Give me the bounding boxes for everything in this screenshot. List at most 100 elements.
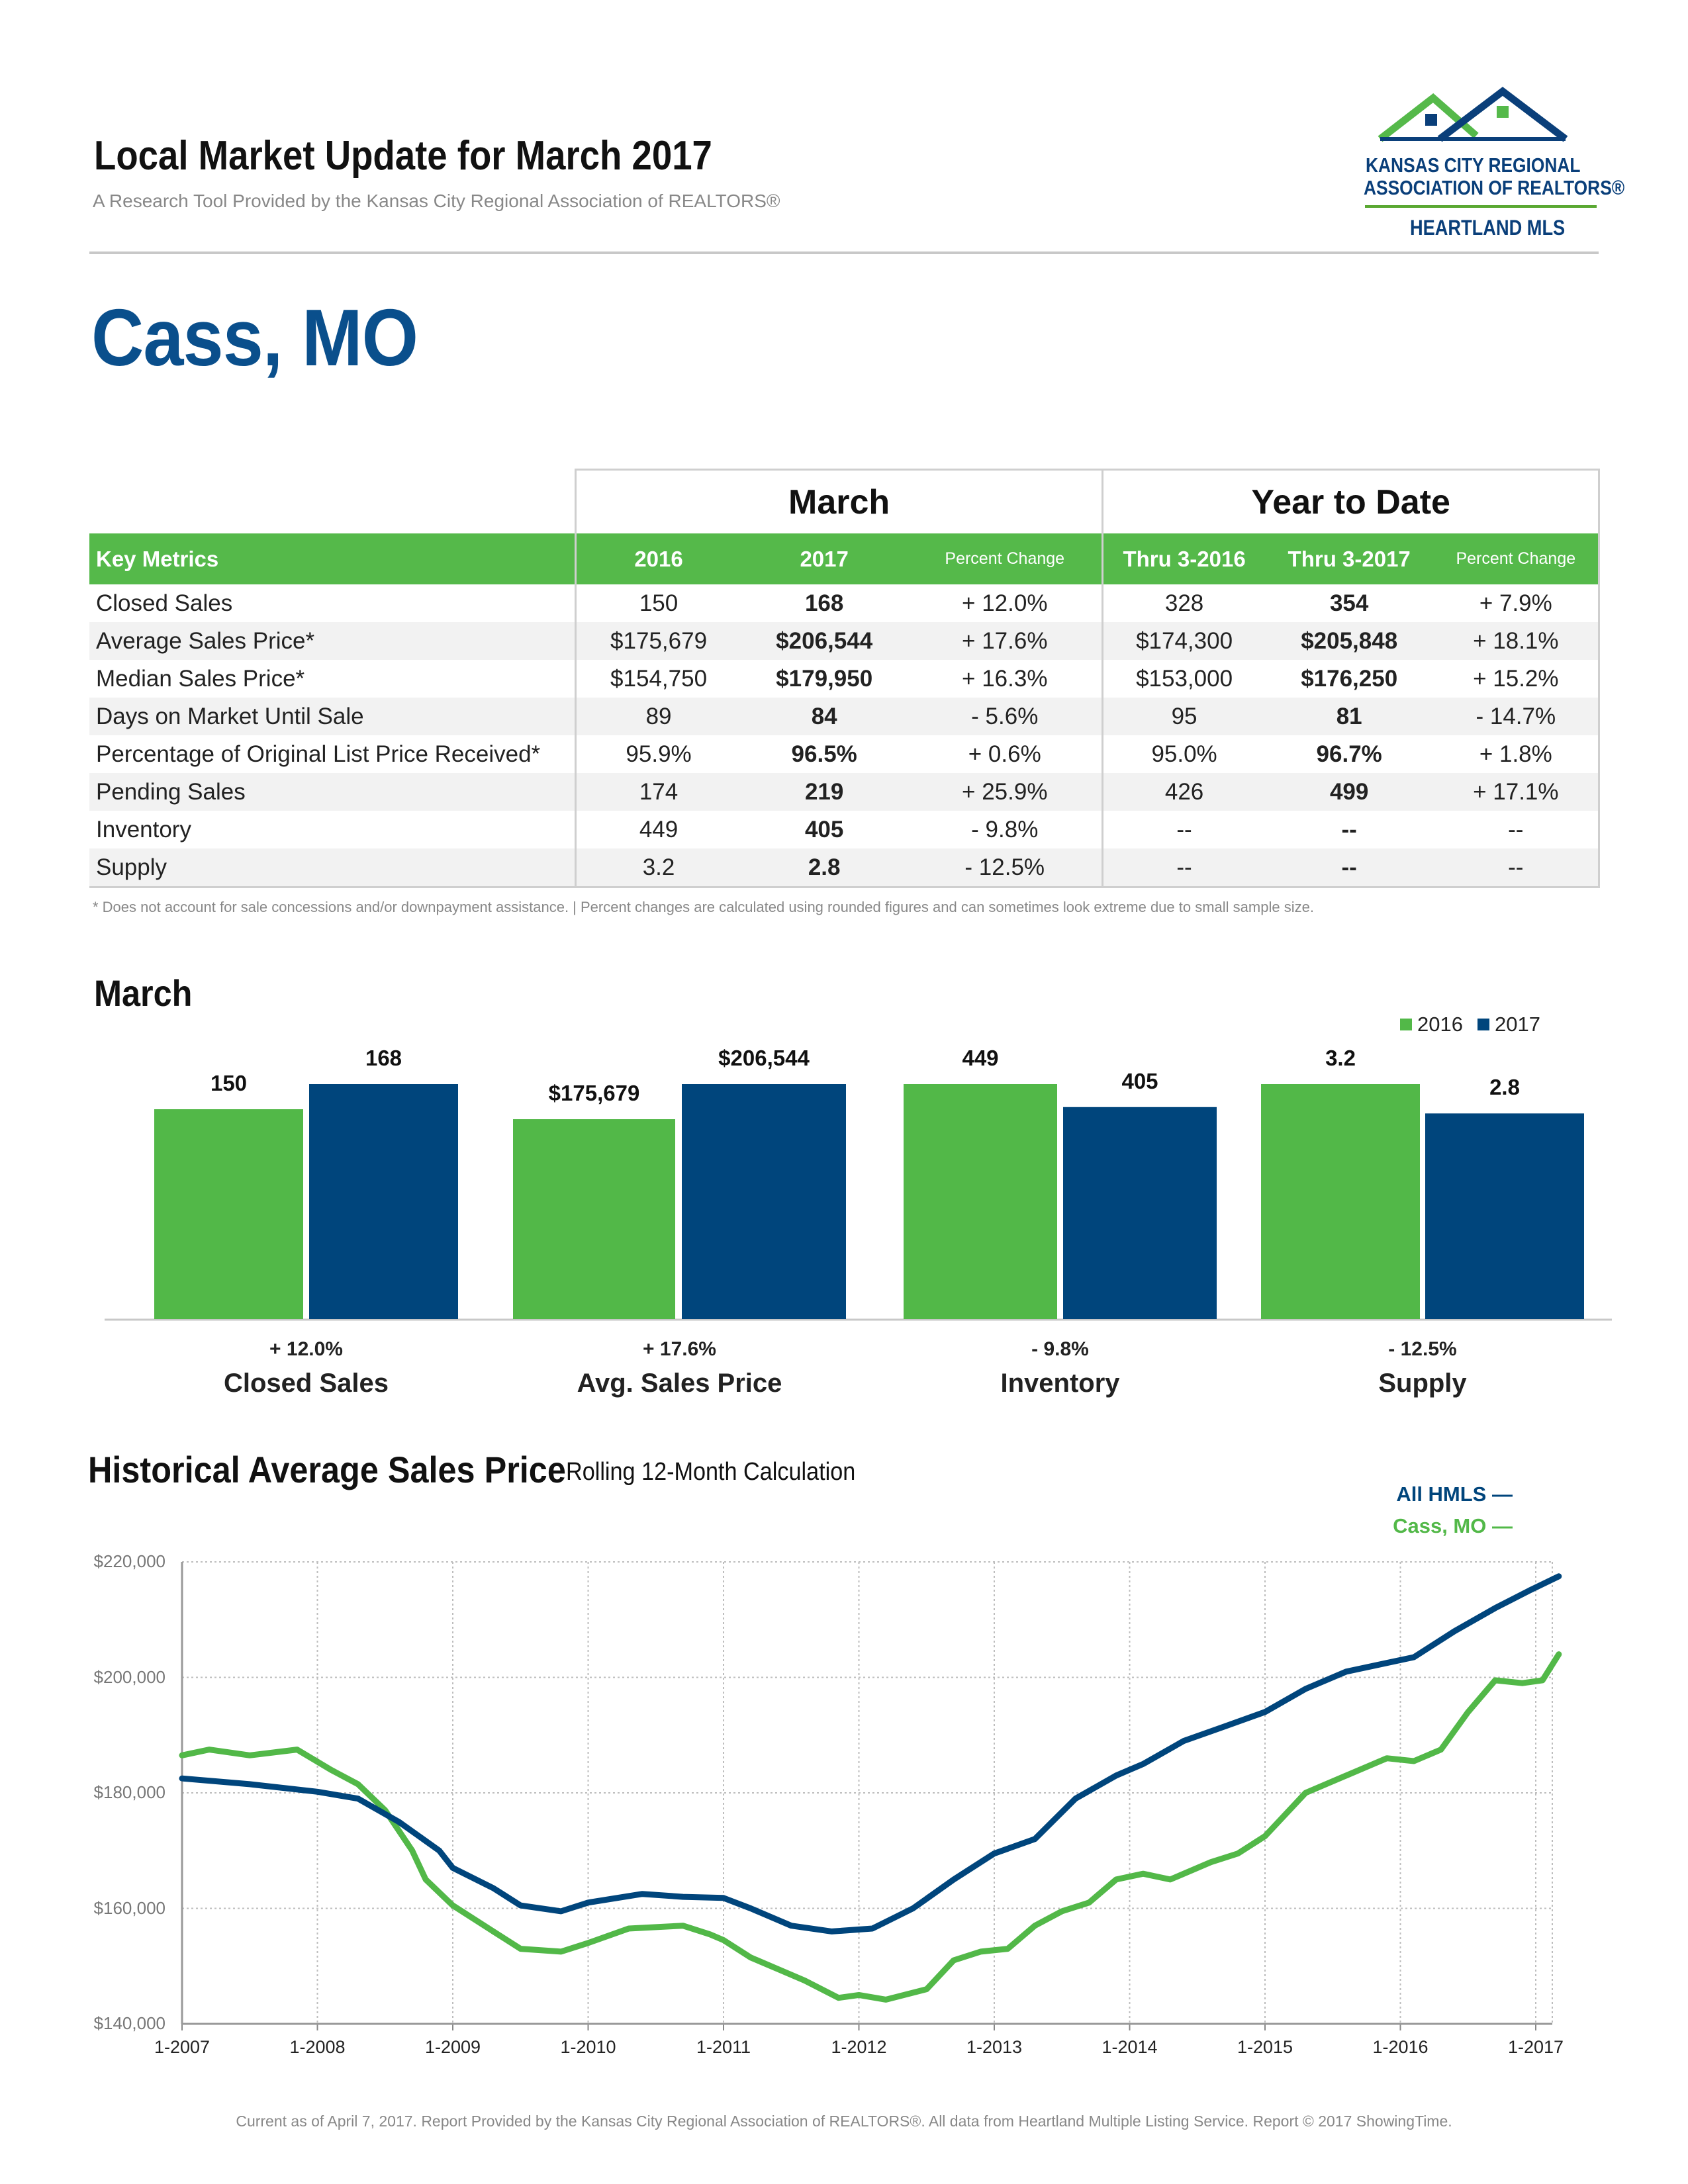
- bar-legend: 2016 2017: [1400, 1013, 1540, 1036]
- metric-value: + 0.6%: [968, 741, 1041, 767]
- x-tick-label: 1-2016: [1372, 2037, 1429, 2057]
- bar-2017-1: [682, 1084, 846, 1319]
- col-header: Percent Change: [1433, 533, 1600, 584]
- logo-line1: KANSAS CITY REGIONAL: [1366, 154, 1581, 177]
- bar-value-label: 405: [1121, 1068, 1158, 1093]
- line-chart-subtitle: Rolling 12-Month Calculation: [566, 1458, 856, 1486]
- metric-value: 499: [1264, 773, 1434, 811]
- metric-value: 95: [1102, 698, 1265, 735]
- metric-value: 3.2: [574, 848, 741, 888]
- metric-name: Median Sales Price*: [96, 665, 305, 692]
- legend-swatch-2016: [1400, 1019, 1412, 1030]
- metric-value: 426: [1102, 773, 1265, 811]
- metric-value: + 12.0%: [962, 590, 1048, 616]
- bar-category-label: Avg. Sales Price: [577, 1369, 782, 1398]
- table-row: Median Sales Price* $154,750 $179,950 + 16.…: [89, 660, 1600, 698]
- metric-value: + 18.1%: [1433, 622, 1600, 660]
- metric-value: $175,679: [574, 622, 741, 660]
- metric-value: --: [1341, 816, 1357, 842]
- x-tick-label: 1-2013: [966, 2037, 1023, 2057]
- legend-label-2016: 2016: [1417, 1013, 1463, 1036]
- bar-value-label: 449: [962, 1046, 999, 1070]
- metric-value: $174,300: [1102, 622, 1265, 660]
- x-tick-label: 1-2015: [1237, 2037, 1293, 2057]
- metric-value: 81: [1264, 698, 1434, 735]
- table-footnote: * Does not account for sale concessions …: [93, 899, 1314, 915]
- series-line-all-hmls: [179, 1573, 1562, 1934]
- bar-value-label: $175,679: [548, 1081, 640, 1106]
- metric-name: Average Sales Price*: [89, 622, 576, 660]
- metric-value: $154,750: [574, 660, 741, 698]
- x-tick-label: 1-2010: [560, 2037, 616, 2057]
- metric-value: 84: [741, 698, 908, 735]
- metric-value: 174: [574, 773, 741, 811]
- legend-swatch-2017: [1477, 1019, 1489, 1030]
- bar-chart-title: March: [94, 972, 193, 1014]
- legend-all-hmls-label: All HMLS: [1396, 1482, 1487, 1506]
- legend-label-2017: 2017: [1494, 1013, 1540, 1036]
- legend-cass: Cass, MO —: [1393, 1514, 1513, 1537]
- col-header: 2016: [574, 533, 741, 584]
- bar-2016-3: [1261, 1084, 1420, 1319]
- group-march: March: [574, 469, 1103, 533]
- y-tick-label: $160,000: [93, 1897, 165, 1918]
- page-footer: Current as of April 7, 2017. Report Prov…: [236, 2113, 1452, 2130]
- metric-value: + 17.1%: [1433, 773, 1600, 811]
- metric-value: --: [1433, 811, 1600, 848]
- y-tick-label: $200,000: [93, 1666, 165, 1687]
- metric-value: + 1.8%: [1433, 735, 1600, 773]
- series-line-cass: [179, 1651, 1562, 2003]
- y-tick-label: $180,000: [93, 1782, 165, 1802]
- line-chart-title: Historical Average Sales Price: [88, 1449, 566, 1490]
- bar-2017-3: [1425, 1113, 1584, 1319]
- col-header: Key Metrics: [89, 533, 576, 584]
- legend-all-hmls: All HMLS —: [1396, 1482, 1513, 1506]
- metric-value: + 7.9%: [1433, 584, 1600, 622]
- x-tick-label: 1-2017: [1507, 2037, 1564, 2057]
- metric-value: - 12.5%: [908, 848, 1103, 888]
- metric-value: --: [1264, 848, 1434, 888]
- x-tick-label: 1-2012: [831, 2037, 887, 2057]
- table-row: Percentage of Original List Price Receiv…: [89, 735, 1600, 773]
- metric-value: --: [1433, 848, 1600, 888]
- logo-line3: HEARTLAND MLS: [1410, 216, 1566, 240]
- kcrar-logo-icon: [1378, 87, 1568, 142]
- metric-value: - 14.7%: [1433, 698, 1600, 735]
- page-title: Cass, MO: [91, 293, 418, 383]
- metric-value: + 17.6%: [908, 622, 1103, 660]
- x-tick-label: 1-2008: [289, 2037, 346, 2057]
- bar-value-label: 168: [365, 1046, 402, 1070]
- report-subtitle: A Research Tool Provided by the Kansas C…: [93, 191, 780, 211]
- metric-value: --: [1102, 811, 1265, 848]
- bar-value-label: 3.2: [1325, 1046, 1356, 1070]
- col-header: Thru 3-2016: [1102, 533, 1265, 584]
- logo-line2: ASSOCIATION OF REALTORS®: [1364, 176, 1625, 199]
- table-row: Supply 3.2 2.8- 12.5% -- -- --: [89, 848, 1600, 888]
- metric-name: Inventory: [96, 816, 191, 842]
- bar-value-label: 2.8: [1489, 1075, 1520, 1100]
- x-tick-label: 1-2014: [1102, 2037, 1158, 2057]
- metric-value: - 5.6%: [908, 698, 1103, 735]
- x-tick-label: 1-2011: [696, 2037, 751, 2057]
- bar-percent-change: - 9.8%: [1031, 1338, 1089, 1360]
- metric-value: $179,950: [776, 665, 873, 692]
- metric-name: Closed Sales: [96, 590, 233, 616]
- metric-value: 95.9%: [574, 735, 741, 773]
- metric-name: Pending Sales: [89, 773, 576, 811]
- bar-2016-2: [904, 1084, 1057, 1319]
- metric-value: 354: [1329, 590, 1369, 616]
- legend-cass-label: Cass, MO: [1393, 1514, 1487, 1537]
- table-row: Inventory 449 405 - 9.8% -- -- --: [89, 811, 1600, 848]
- metric-value: 449: [574, 811, 741, 848]
- bar-percent-change: + 12.0%: [269, 1338, 343, 1360]
- key-metrics-table: March Year to Date Key Metrics 2016 2017…: [89, 469, 1600, 888]
- bar-category-label: Supply: [1378, 1369, 1467, 1398]
- metric-value: 328: [1102, 584, 1265, 622]
- bar-percent-change: + 17.6%: [643, 1338, 716, 1360]
- metric-value: 96.7%: [1316, 741, 1382, 767]
- col-header: 2017: [741, 533, 908, 584]
- metric-value: $153,000: [1102, 660, 1265, 698]
- metric-value: 219: [741, 773, 908, 811]
- metric-value: 150: [574, 584, 741, 622]
- bar-2017-0: [309, 1084, 458, 1319]
